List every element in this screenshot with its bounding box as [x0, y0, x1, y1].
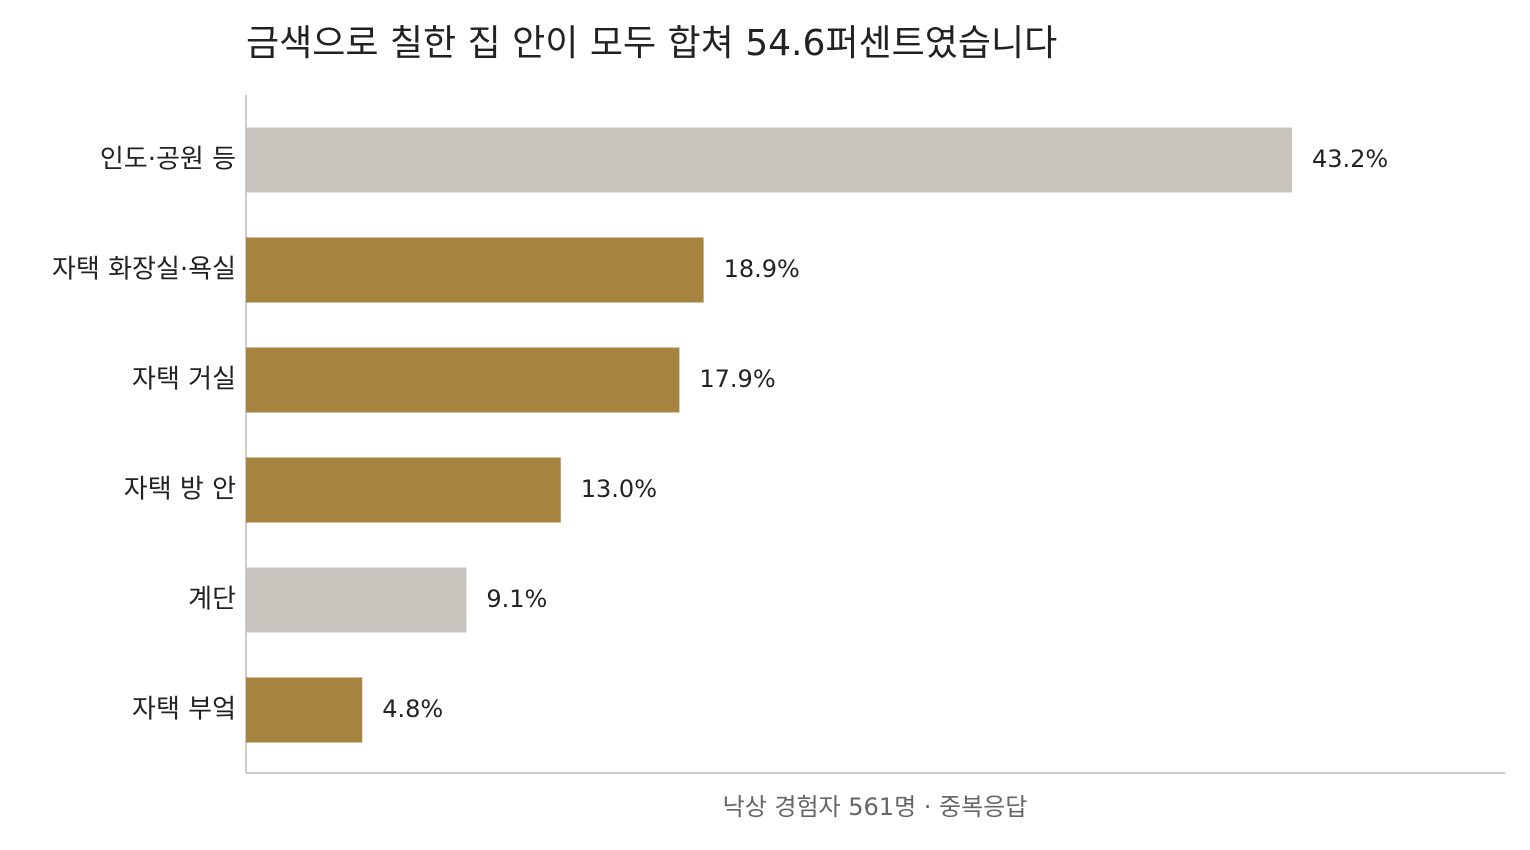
x-axis-label: 낙상 경험자 561명 · 중복응답: [723, 793, 1028, 821]
bar: [246, 347, 680, 413]
y-tick-label: 인도·공원 등: [100, 145, 236, 175]
bar: [246, 677, 363, 743]
y-tick-label: 계단: [188, 585, 236, 615]
bar: [246, 237, 704, 303]
y-tick-label: 자택 방 안: [124, 475, 236, 505]
value-label: 18.9%: [724, 255, 800, 283]
bar: [246, 127, 1292, 193]
chart-title: 금색으로 칠한 집 안이 모두 합쳐 54.6퍼센트였습니다: [246, 23, 1057, 64]
value-label: 9.1%: [486, 585, 547, 613]
value-label: 17.9%: [699, 365, 775, 393]
y-tick-label: 자택 화장실·욕실: [52, 255, 236, 285]
bar: [246, 457, 561, 523]
bar: [246, 567, 467, 633]
value-label: 4.8%: [382, 695, 443, 723]
value-label: 13.0%: [581, 475, 657, 503]
y-tick-label: 자택 부엌: [132, 695, 236, 725]
value-label: 43.2%: [1312, 145, 1388, 173]
y-tick-label: 자택 거실: [132, 365, 236, 395]
